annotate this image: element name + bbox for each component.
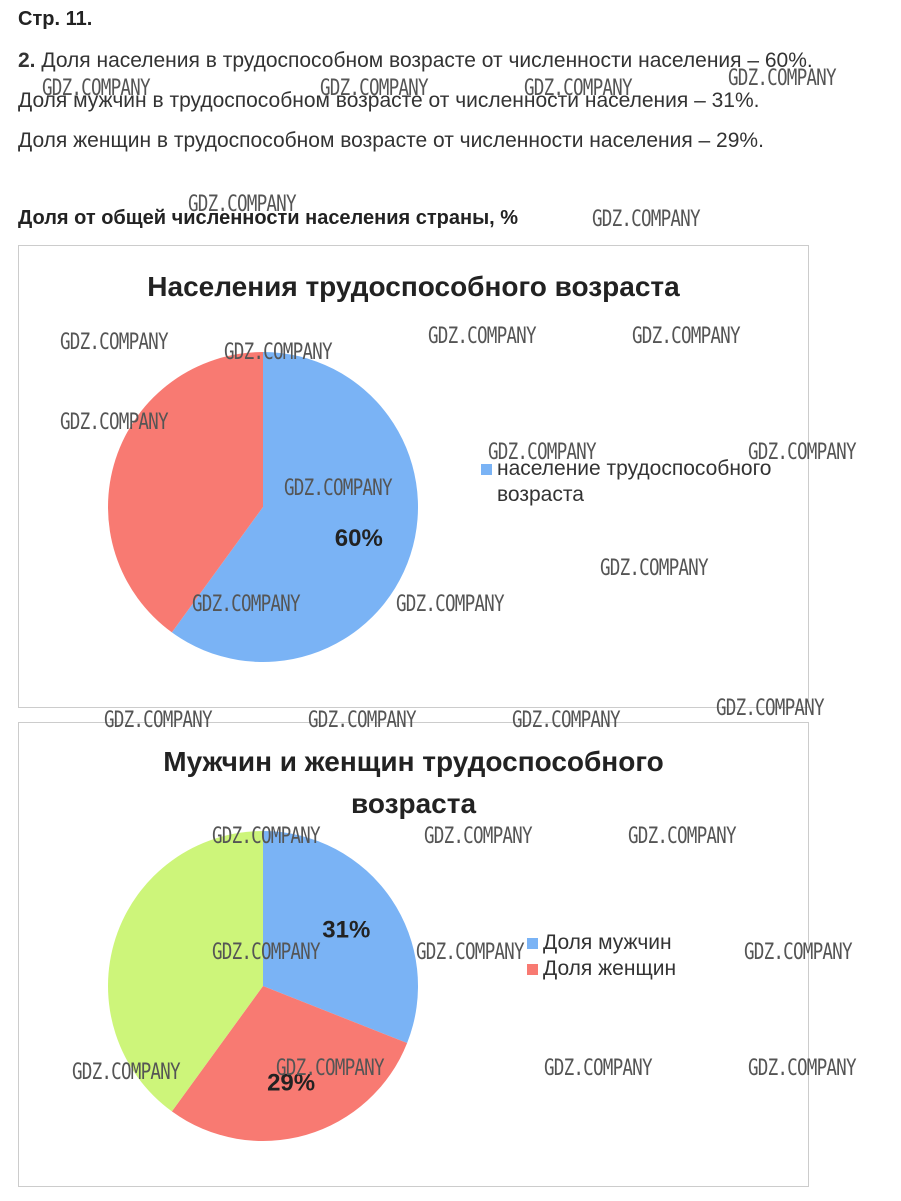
chart: 31% 29% Доля мужчин Доля женщин Мужчин и жен… [18, 722, 809, 1187]
watermark: GDZ.COMPANY [488, 440, 597, 465]
legend-swatch [527, 964, 538, 975]
watermark: GDZ.COMPANY [748, 440, 857, 465]
watermark: GDZ.COMPANY [42, 76, 151, 101]
watermark: GDZ.COMPANY [524, 76, 633, 101]
watermark: GDZ.COMPANY [276, 1056, 385, 1081]
watermark: GDZ.COMPANY [60, 330, 169, 355]
watermark: GDZ.COMPANY [416, 940, 525, 965]
watermark: GDZ.COMPANY [748, 1056, 857, 1081]
watermark: GDZ.COMPANY [104, 708, 213, 733]
watermark: GDZ.COMPANY [544, 1056, 653, 1081]
task-number: 2. [18, 49, 36, 72]
watermark: GDZ.COMPANY [72, 1060, 181, 1085]
watermark: GDZ.COMPANY [284, 476, 393, 501]
legend-label: Доля мужчин [543, 931, 672, 954]
pie: 31% 29% [108, 831, 418, 1141]
page-label: Стр. 11. [18, 8, 93, 30]
legend-swatch [527, 938, 538, 949]
pie-slice [171, 986, 408, 1141]
pie-slice [171, 352, 418, 662]
text-line: Доля женщин в трудоспособном возрасте от… [18, 129, 764, 152]
watermark: GDZ.COMPANY [728, 66, 837, 91]
watermark: GDZ.COMPANY [428, 324, 537, 349]
legend-item: Доля женщин [527, 956, 787, 982]
watermark: GDZ.COMPANY [512, 708, 621, 733]
watermark: GDZ.COMPANY [744, 940, 853, 965]
legend: Доля мужчин Доля женщин [527, 930, 787, 982]
pie-slice [108, 352, 263, 633]
legend-label: Доля женщин [543, 957, 677, 980]
watermark: GDZ.COMPANY [212, 940, 321, 965]
watermark: GDZ.COMPANY [396, 592, 505, 617]
legend-swatch [481, 464, 492, 475]
text-line: Доля населения в трудоспособном возрасте… [41, 49, 813, 72]
watermark: GDZ.COMPANY [716, 696, 825, 721]
chart-title: Мужчин и женщин трудоспособного возраста [163, 746, 664, 819]
watermark: GDZ.COMPANY [628, 824, 737, 849]
watermark: GDZ.COMPANY [60, 410, 169, 435]
watermark: GDZ.COMPANY [188, 192, 297, 217]
pie-slice [108, 831, 263, 1112]
legend-label: население трудоспособного возраста [497, 457, 772, 506]
watermark: GDZ.COMPANY [320, 76, 429, 101]
watermark: GDZ.COMPANY [592, 207, 701, 232]
data-label: 31% [322, 916, 370, 943]
watermark: GDZ.COMPANY [192, 592, 301, 617]
legend: население трудоспособного возраста [481, 456, 801, 508]
data-label: 60% [335, 525, 383, 552]
subtitle: Доля от общей численности населения стра… [18, 207, 519, 229]
pie-slice [263, 831, 418, 1044]
watermark: GDZ.COMPANY [632, 324, 741, 349]
watermark: GDZ.COMPANY [308, 708, 417, 733]
watermark: GDZ.COMPANY [424, 824, 533, 849]
watermark: GDZ.COMPANY [600, 556, 709, 581]
text-line: Доля мужчин в трудоспособном возрасте от… [18, 89, 760, 112]
task-line: 2. Доля населения в трудоспособном возра… [18, 49, 813, 73]
data-label: 29% [267, 1070, 315, 1097]
pie: 60% [108, 352, 418, 662]
legend-item: Доля мужчин [527, 930, 787, 956]
chart: 60% население трудоспособного возраста Нас… [18, 245, 809, 708]
watermark: GDZ.COMPANY [212, 824, 321, 849]
chart-title: Населения трудоспособного возраста [147, 271, 680, 302]
watermark: GDZ.COMPANY [224, 340, 333, 365]
legend-item: население трудоспособного возраста [481, 456, 801, 508]
